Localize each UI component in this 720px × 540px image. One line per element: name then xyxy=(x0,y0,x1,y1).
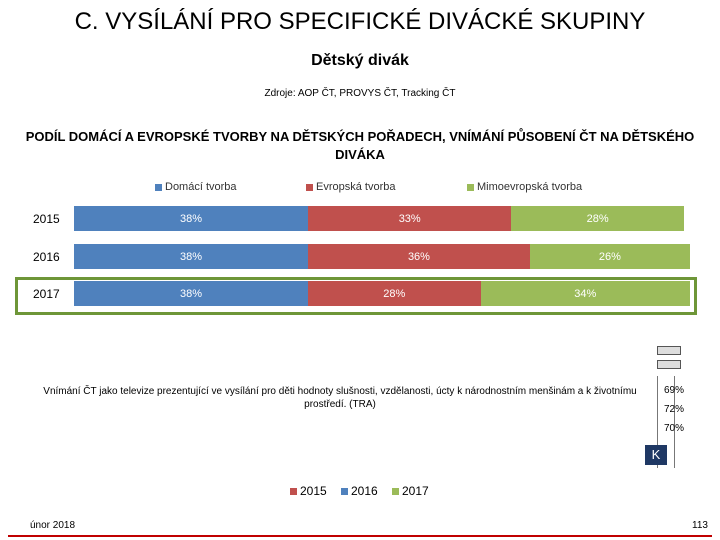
bar-2016-non-european xyxy=(529,244,690,269)
bar-2015-european xyxy=(308,206,512,231)
year-label-2016: 2016 xyxy=(33,250,60,264)
footer-date: únor 2018 xyxy=(30,520,76,531)
legend-european-label: Evropská tvorba xyxy=(316,181,396,193)
bar-label-2016-domestic: 38% xyxy=(180,251,203,263)
perception-value-2015: 69% xyxy=(663,385,684,396)
legend-domestic: Domácí tvorba xyxy=(155,181,237,193)
legend-european: Evropská tvorba xyxy=(306,181,395,193)
page-number: 113 xyxy=(692,520,708,531)
bar-2015-non-european xyxy=(511,206,684,231)
page-title: C. VYSÍLÁNÍ PRO SPECIFICKÉ DIVÁCKÉ SKUPI… xyxy=(74,8,646,35)
bar-label-2016-non-european: 26% xyxy=(598,251,621,263)
legend-2017-label: 2017 xyxy=(402,484,429,498)
perception-bar-track xyxy=(657,376,675,468)
legend-domestic-swatch xyxy=(155,183,162,191)
year-label-2017: 2017 xyxy=(33,287,60,301)
section-heading: PODÍL DOMÁCÍ A EVROPSKÉ TVORBY NA DĚTSKÝ… xyxy=(20,128,700,164)
bar-label-2017-domestic: 38% xyxy=(180,288,203,300)
k-badge: K xyxy=(645,445,667,465)
legend-year-2015: 2015 xyxy=(290,484,327,498)
bar-label-2015-domestic: 38% xyxy=(180,213,203,225)
perception-statement: Vnímání ČT jako televize prezentující ve… xyxy=(43,386,637,410)
legend-non-european: Mimoevropská tvorba xyxy=(467,181,582,193)
legend-non-european-label: Mimoevropská tvorba xyxy=(477,181,583,193)
highlight-2017-box xyxy=(15,277,697,315)
section-heading-line-2: DIVÁKA xyxy=(335,147,385,162)
year-label-2015: 2015 xyxy=(33,212,60,226)
perception-value-2016: 72% xyxy=(663,404,684,415)
bar-label-2017-european: 28% xyxy=(383,288,406,300)
page-subtitle: Dětský divák xyxy=(311,52,409,69)
legend-2016-label: 2016 xyxy=(351,484,378,498)
perception-bar-stub-2 xyxy=(657,360,681,369)
legend-year-2017: 2017 xyxy=(392,484,429,498)
perception-bar-stub-1 xyxy=(657,346,681,355)
bar-2017-non-european xyxy=(480,281,690,306)
perception-value-2017: 70% xyxy=(663,423,684,434)
bar-2017-domestic xyxy=(74,281,309,306)
legend-2015-label: 2015 xyxy=(300,484,327,498)
legend-european-swatch xyxy=(306,183,313,191)
bar-label-2015-european: 33% xyxy=(398,213,421,225)
sources-note: Zdroje: AOP ČT, PROVYS ČT, Tracking ČT xyxy=(264,88,456,99)
legend-non-european-swatch xyxy=(467,183,474,191)
bar-2015-domestic xyxy=(74,206,309,231)
bar-2017-european xyxy=(308,281,481,306)
slide-bottom-edge xyxy=(8,535,712,537)
legend-2015-swatch xyxy=(290,488,297,496)
bar-label-2015-non-european: 28% xyxy=(586,213,609,225)
section-heading-line-1: PODÍL DOMÁCÍ A EVROPSKÉ TVORBY NA DĚTSKÝ… xyxy=(25,129,695,144)
legend-domestic-label: Domácí tvorba xyxy=(165,181,237,193)
bar-label-2017-non-european: 34% xyxy=(574,288,597,300)
bar-2016-european xyxy=(308,244,530,269)
bar-2016-domestic xyxy=(74,244,309,269)
bar-label-2016-european: 36% xyxy=(407,251,430,263)
legend-year-2016: 2016 xyxy=(341,484,378,498)
legend-2016-swatch xyxy=(341,488,348,496)
legend-2017-swatch xyxy=(392,488,399,496)
